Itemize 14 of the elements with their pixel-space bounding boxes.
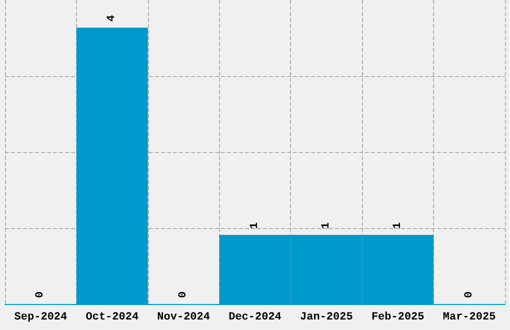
x-tick-label: Oct-2024 bbox=[86, 312, 139, 324]
data-label: 1 bbox=[392, 222, 404, 229]
data-label: 0 bbox=[178, 291, 190, 298]
data-label: 0 bbox=[463, 291, 476, 298]
x-tick-label: Mar-2025 bbox=[442, 312, 496, 324]
x-tick-label: Dec-2024 bbox=[228, 312, 282, 324]
x-tick-label: Jan-2025 bbox=[300, 312, 354, 324]
x-tick-label: Nov-2024 bbox=[157, 312, 210, 324]
data-label: 1 bbox=[320, 222, 332, 229]
data-label: 4 bbox=[106, 14, 118, 22]
data-label: 1 bbox=[249, 222, 261, 229]
x-tick-label: Sep-2024 bbox=[14, 312, 68, 324]
data-label: 0 bbox=[34, 291, 47, 298]
x-tick-label: Feb-2025 bbox=[371, 312, 425, 324]
